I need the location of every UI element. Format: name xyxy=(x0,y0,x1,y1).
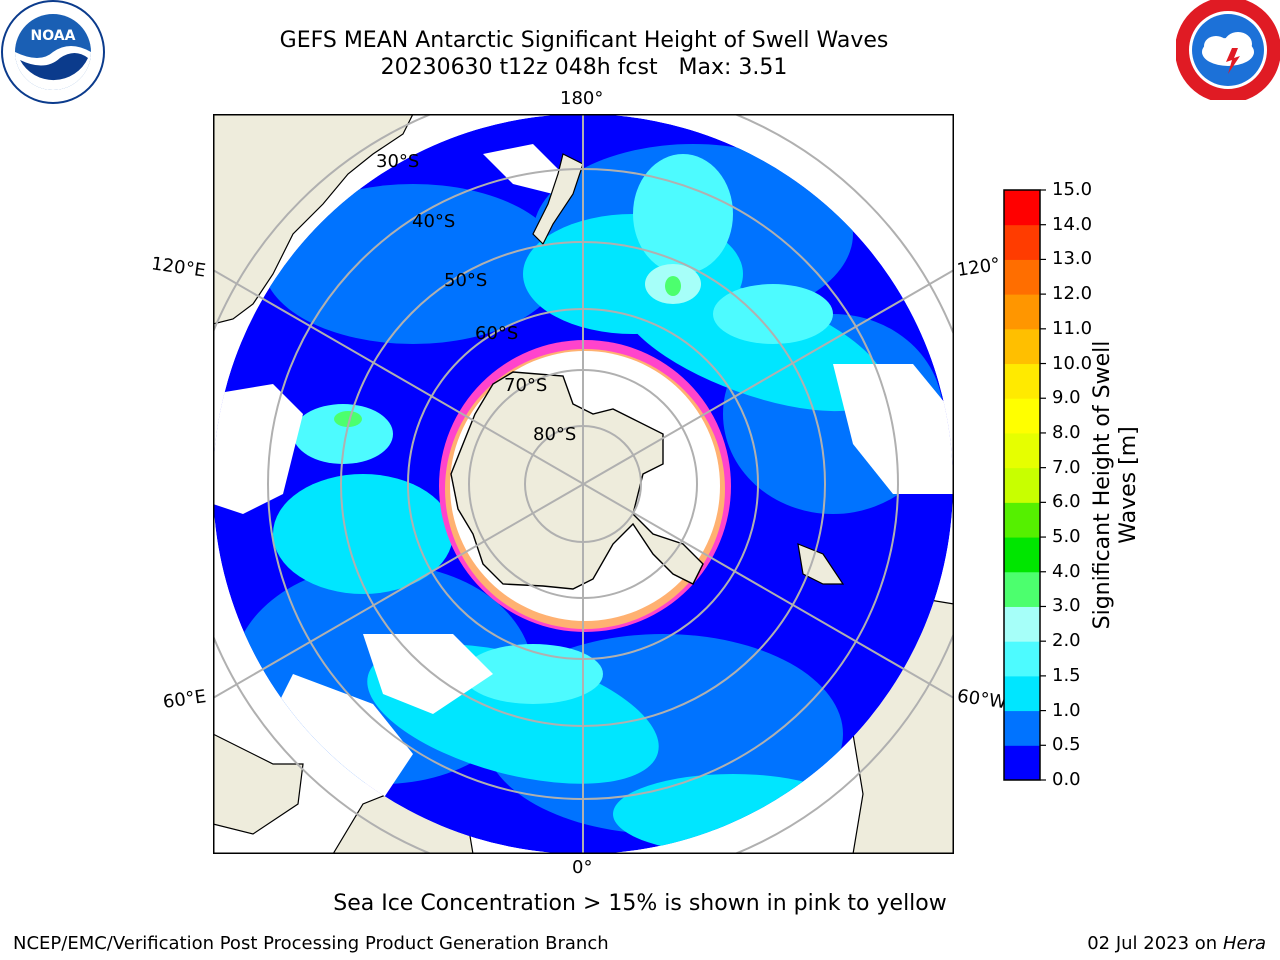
swell-field xyxy=(213,144,953,854)
host-name: Hera xyxy=(1222,933,1266,954)
colorbar-tick-label: 7.0 xyxy=(1052,456,1081,478)
colorbar-tick-label: 1.0 xyxy=(1052,699,1081,721)
colorbar-tick-label: 6.0 xyxy=(1052,491,1081,513)
noaa-logo-text: NOAA xyxy=(31,28,76,44)
colorbar-bin xyxy=(1004,398,1040,434)
colorbar-bin xyxy=(1004,467,1040,503)
sea-ice-note: Sea Ice Concentration > 15% is shown in … xyxy=(333,891,947,916)
colorbar-bin xyxy=(1004,502,1040,538)
colorbar-tick-label: 9.0 xyxy=(1052,387,1081,409)
colorbar-tick-label: 8.0 xyxy=(1052,421,1081,443)
nws-logo xyxy=(1176,0,1280,100)
colorbar-bin xyxy=(1004,224,1040,260)
lat-label-80s: 80°S xyxy=(533,424,577,445)
colorbar-bin xyxy=(1004,190,1040,226)
date-stamp: 02 Jul 2023 on Hera xyxy=(1087,933,1266,954)
graticule xyxy=(213,114,954,854)
colorbar-tick-label: 14.0 xyxy=(1052,213,1093,235)
colorbar-tick-label: 2.0 xyxy=(1052,630,1081,652)
colorbar-bin xyxy=(1004,328,1040,365)
colorbar-tick-label: 0.0 xyxy=(1052,769,1081,790)
colorbar-bin xyxy=(1004,745,1040,781)
colorbar xyxy=(1003,189,1046,781)
noaa-logo: NOAA xyxy=(1,0,105,104)
colorbar-tick-label: 3.0 xyxy=(1052,595,1081,617)
colorbar-tick-label: 5.0 xyxy=(1052,526,1081,548)
colorbar-label-line2: Waves [m] xyxy=(1116,426,1141,544)
lon-label-120w: 120° xyxy=(955,254,1002,281)
chart-title: GEFS MEAN Antarctic Significant Height o… xyxy=(279,28,889,53)
colorbar-bin xyxy=(1004,432,1040,469)
colorbar-tick-label: 15.0 xyxy=(1052,179,1093,200)
colorbar-bin xyxy=(1004,259,1040,295)
credit-text: NCEP/EMC/Verification Post Processing Pr… xyxy=(13,933,609,954)
colorbar-tick-label: 13.0 xyxy=(1052,248,1093,270)
lon-label-180: 180° xyxy=(560,88,604,109)
colorbar-bin xyxy=(1004,710,1040,746)
chart-subtitle: 20230630 t12z 048h fcst Max: 3.51 xyxy=(380,55,788,80)
lon-label-120e: 120°E xyxy=(149,253,207,282)
colorbar-tick-label: 10.0 xyxy=(1052,352,1093,374)
polar-map xyxy=(213,114,954,854)
colorbar-bin xyxy=(1004,675,1040,712)
colorbar-bin xyxy=(1004,606,1040,642)
colorbar-bin xyxy=(1004,641,1040,677)
new-zealand xyxy=(532,153,584,246)
colorbar-tick-label: 4.0 xyxy=(1052,560,1081,582)
colorbar-bin xyxy=(1004,537,1040,573)
lat-label-40s: 40°S xyxy=(412,211,456,232)
lat-label-70s: 70°S xyxy=(504,375,548,396)
colorbar-tick-label: 12.0 xyxy=(1052,283,1093,305)
lat-label-50s: 50°S xyxy=(444,270,488,291)
colorbar-tick-label: 11.0 xyxy=(1052,317,1093,339)
colorbar-label-line1: Significant Height of Swell xyxy=(1090,340,1115,630)
south-america xyxy=(797,543,845,585)
colorbar-bin xyxy=(1004,363,1040,399)
colorbar-bin xyxy=(1004,294,1040,330)
lat-label-30s: 30°S xyxy=(376,151,420,172)
lat-label-60s: 60°S xyxy=(475,323,519,344)
colorbar-label: Significant Height of Swell Waves [m] xyxy=(1090,325,1142,645)
lon-label-0: 0° xyxy=(572,857,593,878)
colorbar-tick-label: 0.5 xyxy=(1052,734,1081,756)
date-text: 02 Jul 2023 on xyxy=(1087,933,1218,954)
lon-label-60e: 60°E xyxy=(161,686,208,713)
colorbar-tick-label: 1.5 xyxy=(1052,664,1081,686)
colorbar-bin xyxy=(1004,571,1040,607)
